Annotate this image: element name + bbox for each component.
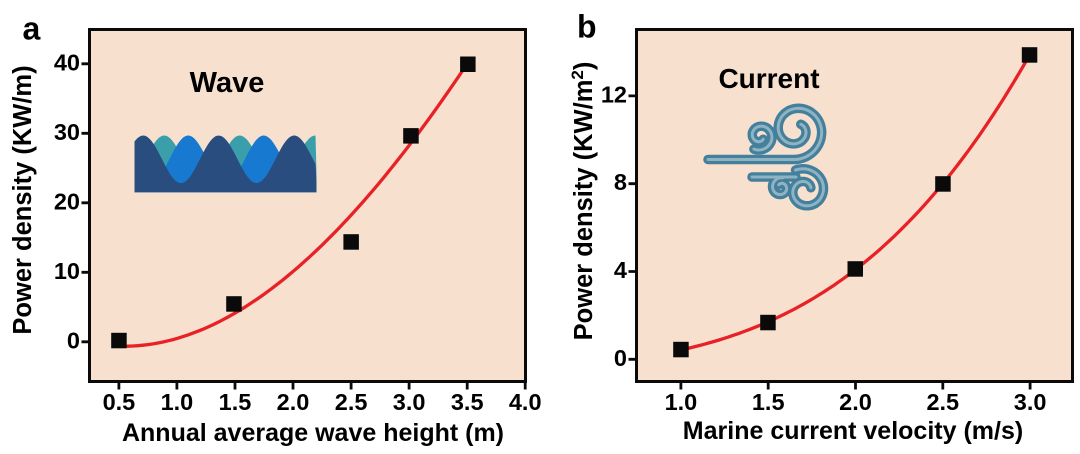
svg-text:3.5: 3.5 <box>451 389 484 415</box>
svg-text:2.0: 2.0 <box>839 389 872 415</box>
svg-text:4.0: 4.0 <box>509 389 542 415</box>
svg-text:12: 12 <box>601 81 627 107</box>
svg-text:10: 10 <box>54 258 80 284</box>
svg-text:a: a <box>23 11 41 47</box>
svg-text:8: 8 <box>614 169 627 195</box>
svg-text:0: 0 <box>67 327 80 353</box>
svg-text:40: 40 <box>54 49 80 75</box>
svg-text:4: 4 <box>614 257 627 283</box>
svg-text:20: 20 <box>54 188 80 214</box>
svg-text:Annual average wave height (m): Annual average wave height (m) <box>122 419 504 447</box>
svg-text:1.0: 1.0 <box>665 389 698 415</box>
svg-text:Power density (KW/m): Power density (KW/m) <box>9 65 37 334</box>
svg-text:Wave: Wave <box>190 67 265 99</box>
svg-text:2.5: 2.5 <box>926 389 959 415</box>
svg-text:Marine current velocity (m/s): Marine current velocity (m/s) <box>683 417 1023 445</box>
svg-text:30: 30 <box>54 119 80 145</box>
svg-text:3.0: 3.0 <box>393 389 426 415</box>
svg-text:1.0: 1.0 <box>161 389 194 415</box>
svg-text:3.0: 3.0 <box>1014 389 1047 415</box>
svg-text:Current: Current <box>718 63 819 94</box>
svg-text:0.5: 0.5 <box>103 389 136 415</box>
svg-text:b: b <box>577 9 597 45</box>
svg-text:2.0: 2.0 <box>277 389 310 415</box>
svg-text:1.5: 1.5 <box>219 389 252 415</box>
svg-text:0: 0 <box>614 345 627 371</box>
svg-text:2.5: 2.5 <box>335 389 368 415</box>
svg-text:Power density (KW/m2): Power density (KW/m2) <box>568 62 599 341</box>
svg-text:1.5: 1.5 <box>752 389 785 415</box>
